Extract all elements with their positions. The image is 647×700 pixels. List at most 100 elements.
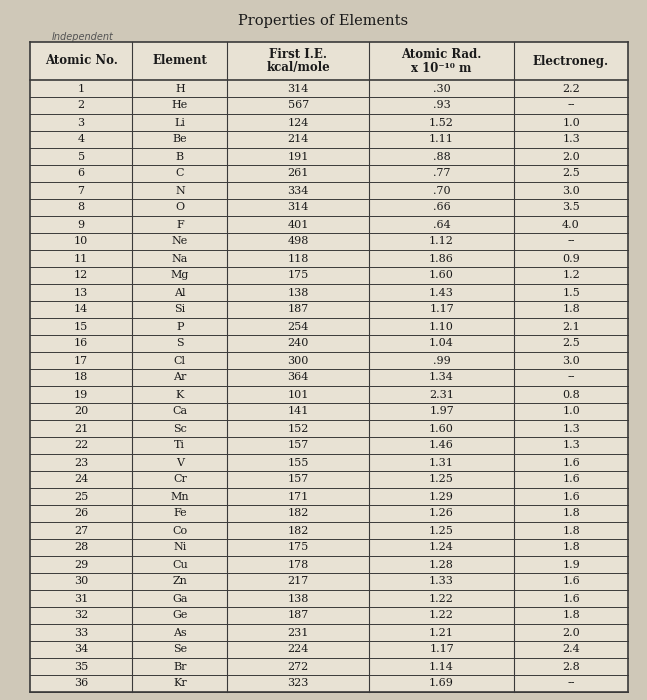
Text: 1.33: 1.33 bbox=[429, 577, 454, 587]
Text: 1.6: 1.6 bbox=[562, 491, 580, 501]
Text: 1.60: 1.60 bbox=[429, 270, 454, 281]
Text: 3.0: 3.0 bbox=[562, 356, 580, 365]
Text: 33: 33 bbox=[74, 627, 88, 638]
Text: .93: .93 bbox=[433, 101, 450, 111]
Text: Al: Al bbox=[174, 288, 186, 298]
Text: Independent: Independent bbox=[52, 32, 114, 42]
Text: Kr: Kr bbox=[173, 678, 187, 689]
Text: 1.9: 1.9 bbox=[562, 559, 580, 570]
Text: --: -- bbox=[567, 678, 575, 689]
Text: 14: 14 bbox=[74, 304, 88, 314]
Text: 124: 124 bbox=[287, 118, 309, 127]
Text: Se: Se bbox=[173, 645, 187, 654]
Text: 8: 8 bbox=[78, 202, 85, 213]
Text: He: He bbox=[171, 101, 188, 111]
Text: As: As bbox=[173, 627, 187, 638]
Text: Cr: Cr bbox=[173, 475, 187, 484]
Text: 1.17: 1.17 bbox=[429, 304, 454, 314]
Text: 1.69: 1.69 bbox=[429, 678, 454, 689]
Text: 1.24: 1.24 bbox=[429, 542, 454, 552]
Text: 9: 9 bbox=[78, 220, 85, 230]
Text: 224: 224 bbox=[287, 645, 309, 654]
Text: 21: 21 bbox=[74, 424, 88, 433]
Text: 191: 191 bbox=[287, 151, 309, 162]
Text: 1.8: 1.8 bbox=[562, 304, 580, 314]
Text: 157: 157 bbox=[288, 440, 309, 451]
Text: F: F bbox=[176, 220, 184, 230]
Text: x 10⁻¹⁰ m: x 10⁻¹⁰ m bbox=[411, 62, 472, 74]
Text: 1.17: 1.17 bbox=[429, 645, 454, 654]
Text: 1.6: 1.6 bbox=[562, 594, 580, 603]
Text: Ca: Ca bbox=[172, 407, 188, 416]
Text: 1.26: 1.26 bbox=[429, 508, 454, 519]
Text: Na: Na bbox=[171, 253, 188, 263]
Text: 18: 18 bbox=[74, 372, 88, 382]
Text: Ti: Ti bbox=[174, 440, 185, 451]
Text: 314: 314 bbox=[287, 83, 309, 94]
Text: 152: 152 bbox=[287, 424, 309, 433]
Text: Sc: Sc bbox=[173, 424, 187, 433]
Text: Co: Co bbox=[172, 526, 188, 536]
Text: 1.8: 1.8 bbox=[562, 508, 580, 519]
Text: 15: 15 bbox=[74, 321, 88, 332]
Text: 2.8: 2.8 bbox=[562, 662, 580, 671]
Text: 2.5: 2.5 bbox=[562, 339, 580, 349]
Text: Zn: Zn bbox=[172, 577, 187, 587]
Text: 1.04: 1.04 bbox=[429, 339, 454, 349]
Text: 171: 171 bbox=[288, 491, 309, 501]
Text: 1.10: 1.10 bbox=[429, 321, 454, 332]
Text: 11: 11 bbox=[74, 253, 88, 263]
Text: 30: 30 bbox=[74, 577, 88, 587]
Text: 1.12: 1.12 bbox=[429, 237, 454, 246]
Text: Br: Br bbox=[173, 662, 186, 671]
Text: 1.22: 1.22 bbox=[429, 594, 454, 603]
Text: 22: 22 bbox=[74, 440, 88, 451]
Text: 16: 16 bbox=[74, 339, 88, 349]
Text: 1.14: 1.14 bbox=[429, 662, 454, 671]
Text: 1.60: 1.60 bbox=[429, 424, 454, 433]
Text: .66: .66 bbox=[433, 202, 450, 213]
Text: .88: .88 bbox=[433, 151, 450, 162]
Text: 1.3: 1.3 bbox=[562, 424, 580, 433]
Text: 261: 261 bbox=[287, 169, 309, 178]
Text: 2.4: 2.4 bbox=[562, 645, 580, 654]
Text: 175: 175 bbox=[288, 270, 309, 281]
Text: O: O bbox=[175, 202, 184, 213]
Text: First I.E.: First I.E. bbox=[269, 48, 327, 60]
Text: 25: 25 bbox=[74, 491, 88, 501]
Text: kcal/mole: kcal/mole bbox=[267, 62, 330, 74]
Text: 175: 175 bbox=[288, 542, 309, 552]
Text: 1.6: 1.6 bbox=[562, 458, 580, 468]
Text: 23: 23 bbox=[74, 458, 88, 468]
Text: 2.2: 2.2 bbox=[562, 83, 580, 94]
Text: 1: 1 bbox=[78, 83, 85, 94]
Text: 7: 7 bbox=[78, 186, 85, 195]
Text: 498: 498 bbox=[287, 237, 309, 246]
Text: 178: 178 bbox=[288, 559, 309, 570]
Text: 1.6: 1.6 bbox=[562, 475, 580, 484]
Text: 272: 272 bbox=[288, 662, 309, 671]
Text: 17: 17 bbox=[74, 356, 88, 365]
Text: 36: 36 bbox=[74, 678, 88, 689]
Text: 1.86: 1.86 bbox=[429, 253, 454, 263]
Text: 4: 4 bbox=[78, 134, 85, 144]
Text: 101: 101 bbox=[287, 389, 309, 400]
Text: 2.1: 2.1 bbox=[562, 321, 580, 332]
Text: 1.6: 1.6 bbox=[562, 577, 580, 587]
Text: 3.0: 3.0 bbox=[562, 186, 580, 195]
Text: 1.5: 1.5 bbox=[562, 288, 580, 298]
Text: 118: 118 bbox=[287, 253, 309, 263]
Text: 1.34: 1.34 bbox=[429, 372, 454, 382]
Text: 1.11: 1.11 bbox=[429, 134, 454, 144]
Text: Cl: Cl bbox=[174, 356, 186, 365]
Text: 32: 32 bbox=[74, 610, 88, 620]
Text: C: C bbox=[175, 169, 184, 178]
Text: 567: 567 bbox=[288, 101, 309, 111]
Text: .30: .30 bbox=[433, 83, 450, 94]
Text: Cu: Cu bbox=[172, 559, 188, 570]
Text: 31: 31 bbox=[74, 594, 88, 603]
Text: 4.0: 4.0 bbox=[562, 220, 580, 230]
Text: 0.8: 0.8 bbox=[562, 389, 580, 400]
Text: 187: 187 bbox=[288, 610, 309, 620]
Text: 0.9: 0.9 bbox=[562, 253, 580, 263]
